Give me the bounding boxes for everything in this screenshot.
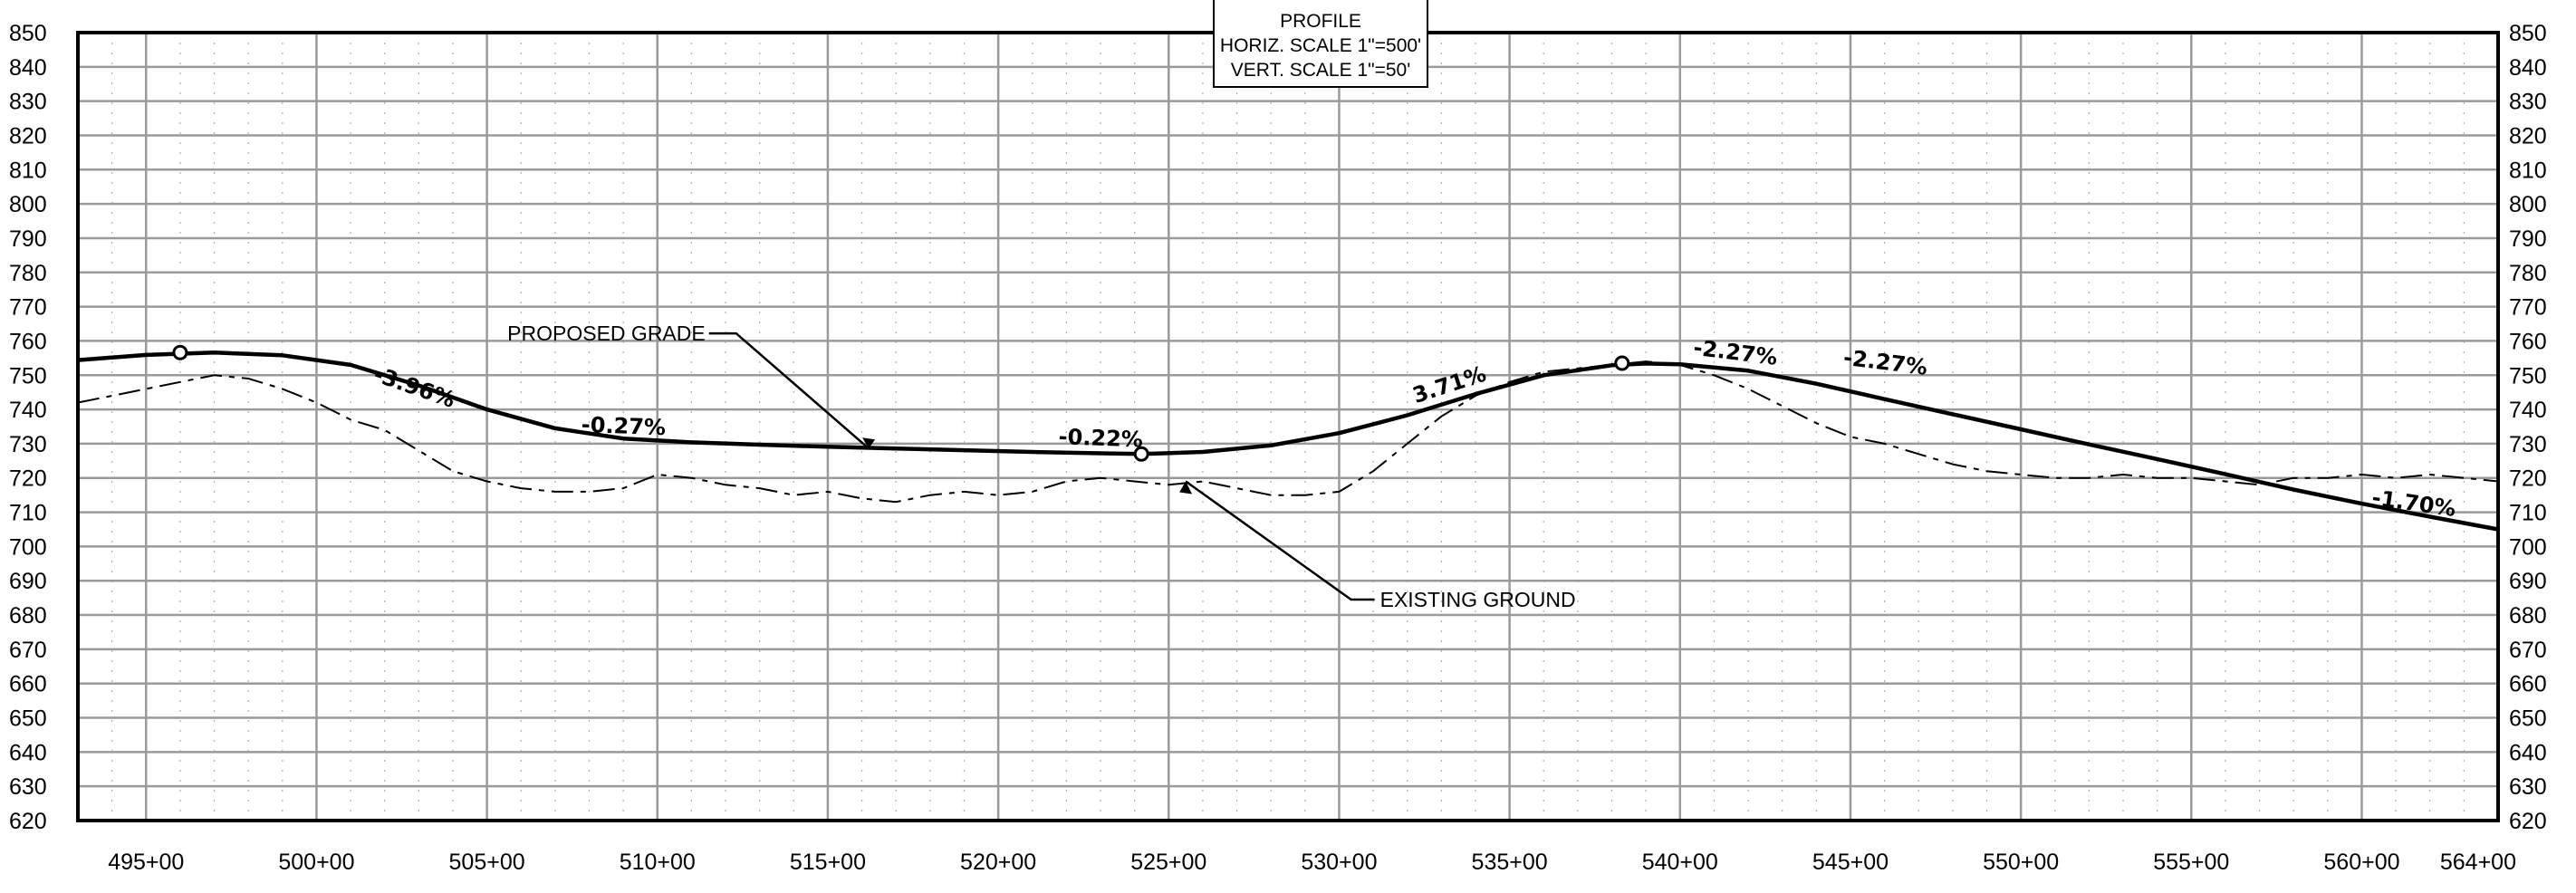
y-tick-label-right: 760: [2509, 329, 2547, 354]
y-tick-label-right: 810: [2509, 158, 2547, 183]
x-tick-label: 530+00: [1301, 850, 1377, 875]
title-block: PROFILE HORIZ. SCALE 1"=500' VERT. SCALE…: [1213, 0, 1428, 88]
y-tick-label-left: 620: [9, 809, 47, 834]
minor-grid: [77, 33, 2499, 821]
x-tick-label: 535+00: [1472, 850, 1548, 875]
y-tick-label-left: 820: [9, 123, 47, 149]
x-tick-label: 510+00: [620, 850, 696, 875]
y-tick-label-left: 830: [9, 90, 47, 115]
y-tick-label-left: 660: [9, 672, 47, 697]
x-tick-label: 520+00: [960, 850, 1036, 875]
y-tick-label-left: 690: [9, 569, 47, 594]
y-tick-label-left: 640: [9, 740, 47, 765]
vertical-scale-note: VERT. SCALE 1"=50': [1231, 60, 1410, 81]
x-tick-label: 505+00: [449, 850, 525, 875]
y-tick-label-left: 730: [9, 432, 47, 457]
y-tick-label-right: 710: [2509, 501, 2547, 526]
y-tick-label-right: 690: [2509, 569, 2547, 594]
y-tick-label-left: 750: [9, 363, 47, 389]
x-tick-label: 555+00: [2153, 850, 2229, 875]
y-tick-label-right: 720: [2509, 466, 2547, 492]
y-tick-label-left: 710: [9, 501, 47, 526]
x-tick-label: 545+00: [1812, 850, 1889, 875]
y-tick-label-right: 730: [2509, 432, 2547, 457]
chart-title: PROFILE: [1280, 11, 1361, 32]
y-tick-label-left: 700: [9, 534, 47, 560]
x-tick-label: 560+00: [2323, 850, 2399, 875]
y-tick-label-right: 840: [2509, 55, 2547, 81]
callout-arrowhead: [862, 437, 876, 449]
proposed-grade-callout: PROPOSED GRADE: [507, 322, 706, 345]
y-tick-label-left: 670: [9, 638, 47, 663]
y-tick-label-left: 780: [9, 261, 47, 286]
y-tick-label-right: 680: [2509, 603, 2547, 629]
major-grid: [78, 33, 2498, 821]
y-tick-label-right: 630: [2509, 774, 2547, 800]
y-tick-label-left: 790: [9, 226, 47, 252]
y-tick-label-right: 650: [2509, 706, 2547, 732]
y-tick-label-right: 700: [2509, 534, 2547, 560]
y-tick-label-left: 630: [9, 774, 47, 800]
series-layer: [77, 344, 2499, 532]
y-tick-label-right: 820: [2509, 123, 2547, 149]
y-tick-label-right: 790: [2509, 226, 2547, 252]
y-tick-label-right: 830: [2509, 90, 2547, 115]
existing-ground-line: [77, 360, 2499, 504]
title-box: [1213, 0, 1428, 88]
x-tick-label: 525+00: [1130, 850, 1206, 875]
x-tick-label: 515+00: [790, 850, 866, 875]
existing-ground-callout: EXISTING GROUND: [1380, 588, 1576, 611]
callouts: PROPOSED GRADE EXISTING GROUND: [507, 322, 1575, 611]
y-tick-label-right: 770: [2509, 295, 2547, 321]
y-tick-label-right: 780: [2509, 261, 2547, 286]
x-tick-label: 495+00: [108, 850, 184, 875]
y-tick-label-right: 750: [2509, 363, 2547, 389]
grade-label: -0.22%: [1058, 424, 1143, 452]
pvi-marker: [1614, 355, 1630, 371]
y-tick-label-left: 760: [9, 329, 47, 354]
y-tick-label-left: 650: [9, 706, 47, 732]
callout-leader: [1185, 480, 1375, 601]
x-tick-label: 564+00: [2440, 850, 2516, 875]
y-tick-label-left: 740: [9, 398, 47, 423]
axis-tick-labels: 620 620 630 630 640 640 650 650 660 660 670 670 680 6…: [9, 21, 2547, 875]
y-tick-label-left: 850: [9, 21, 47, 46]
y-tick-label-left: 770: [9, 295, 47, 321]
x-tick-label: 550+00: [1983, 850, 2059, 875]
proposed-grade-line: [77, 350, 2499, 532]
pvi-marker: [172, 344, 188, 360]
x-tick-label: 540+00: [1642, 850, 1718, 875]
y-tick-label-left: 680: [9, 603, 47, 629]
y-tick-label-right: 670: [2509, 638, 2547, 663]
y-tick-label-right: 660: [2509, 672, 2547, 697]
y-tick-label-right: 800: [2509, 192, 2547, 217]
horizontal-scale-note: HORIZ. SCALE 1"=500': [1220, 35, 1421, 56]
grade-label: -0.27%: [581, 412, 666, 440]
pvi-marker: [1133, 446, 1149, 462]
callout-arrowhead: [1179, 481, 1193, 495]
y-tick-label-right: 740: [2509, 398, 2547, 423]
y-tick-label-right: 850: [2509, 21, 2547, 46]
y-tick-label-right: 640: [2509, 740, 2547, 765]
y-tick-label-left: 800: [9, 192, 47, 217]
y-tick-label-left: 810: [9, 158, 47, 183]
y-tick-label-right: 620: [2509, 809, 2547, 834]
y-tick-label-left: 720: [9, 466, 47, 492]
grade-labels: -3.96%-0.27% -0.22%3.71%-2.27% -2.27%-1.70…: [370, 335, 2457, 522]
x-tick-label: 500+00: [278, 850, 354, 875]
y-tick-label-left: 840: [9, 55, 47, 81]
callout-leader: [708, 331, 870, 450]
